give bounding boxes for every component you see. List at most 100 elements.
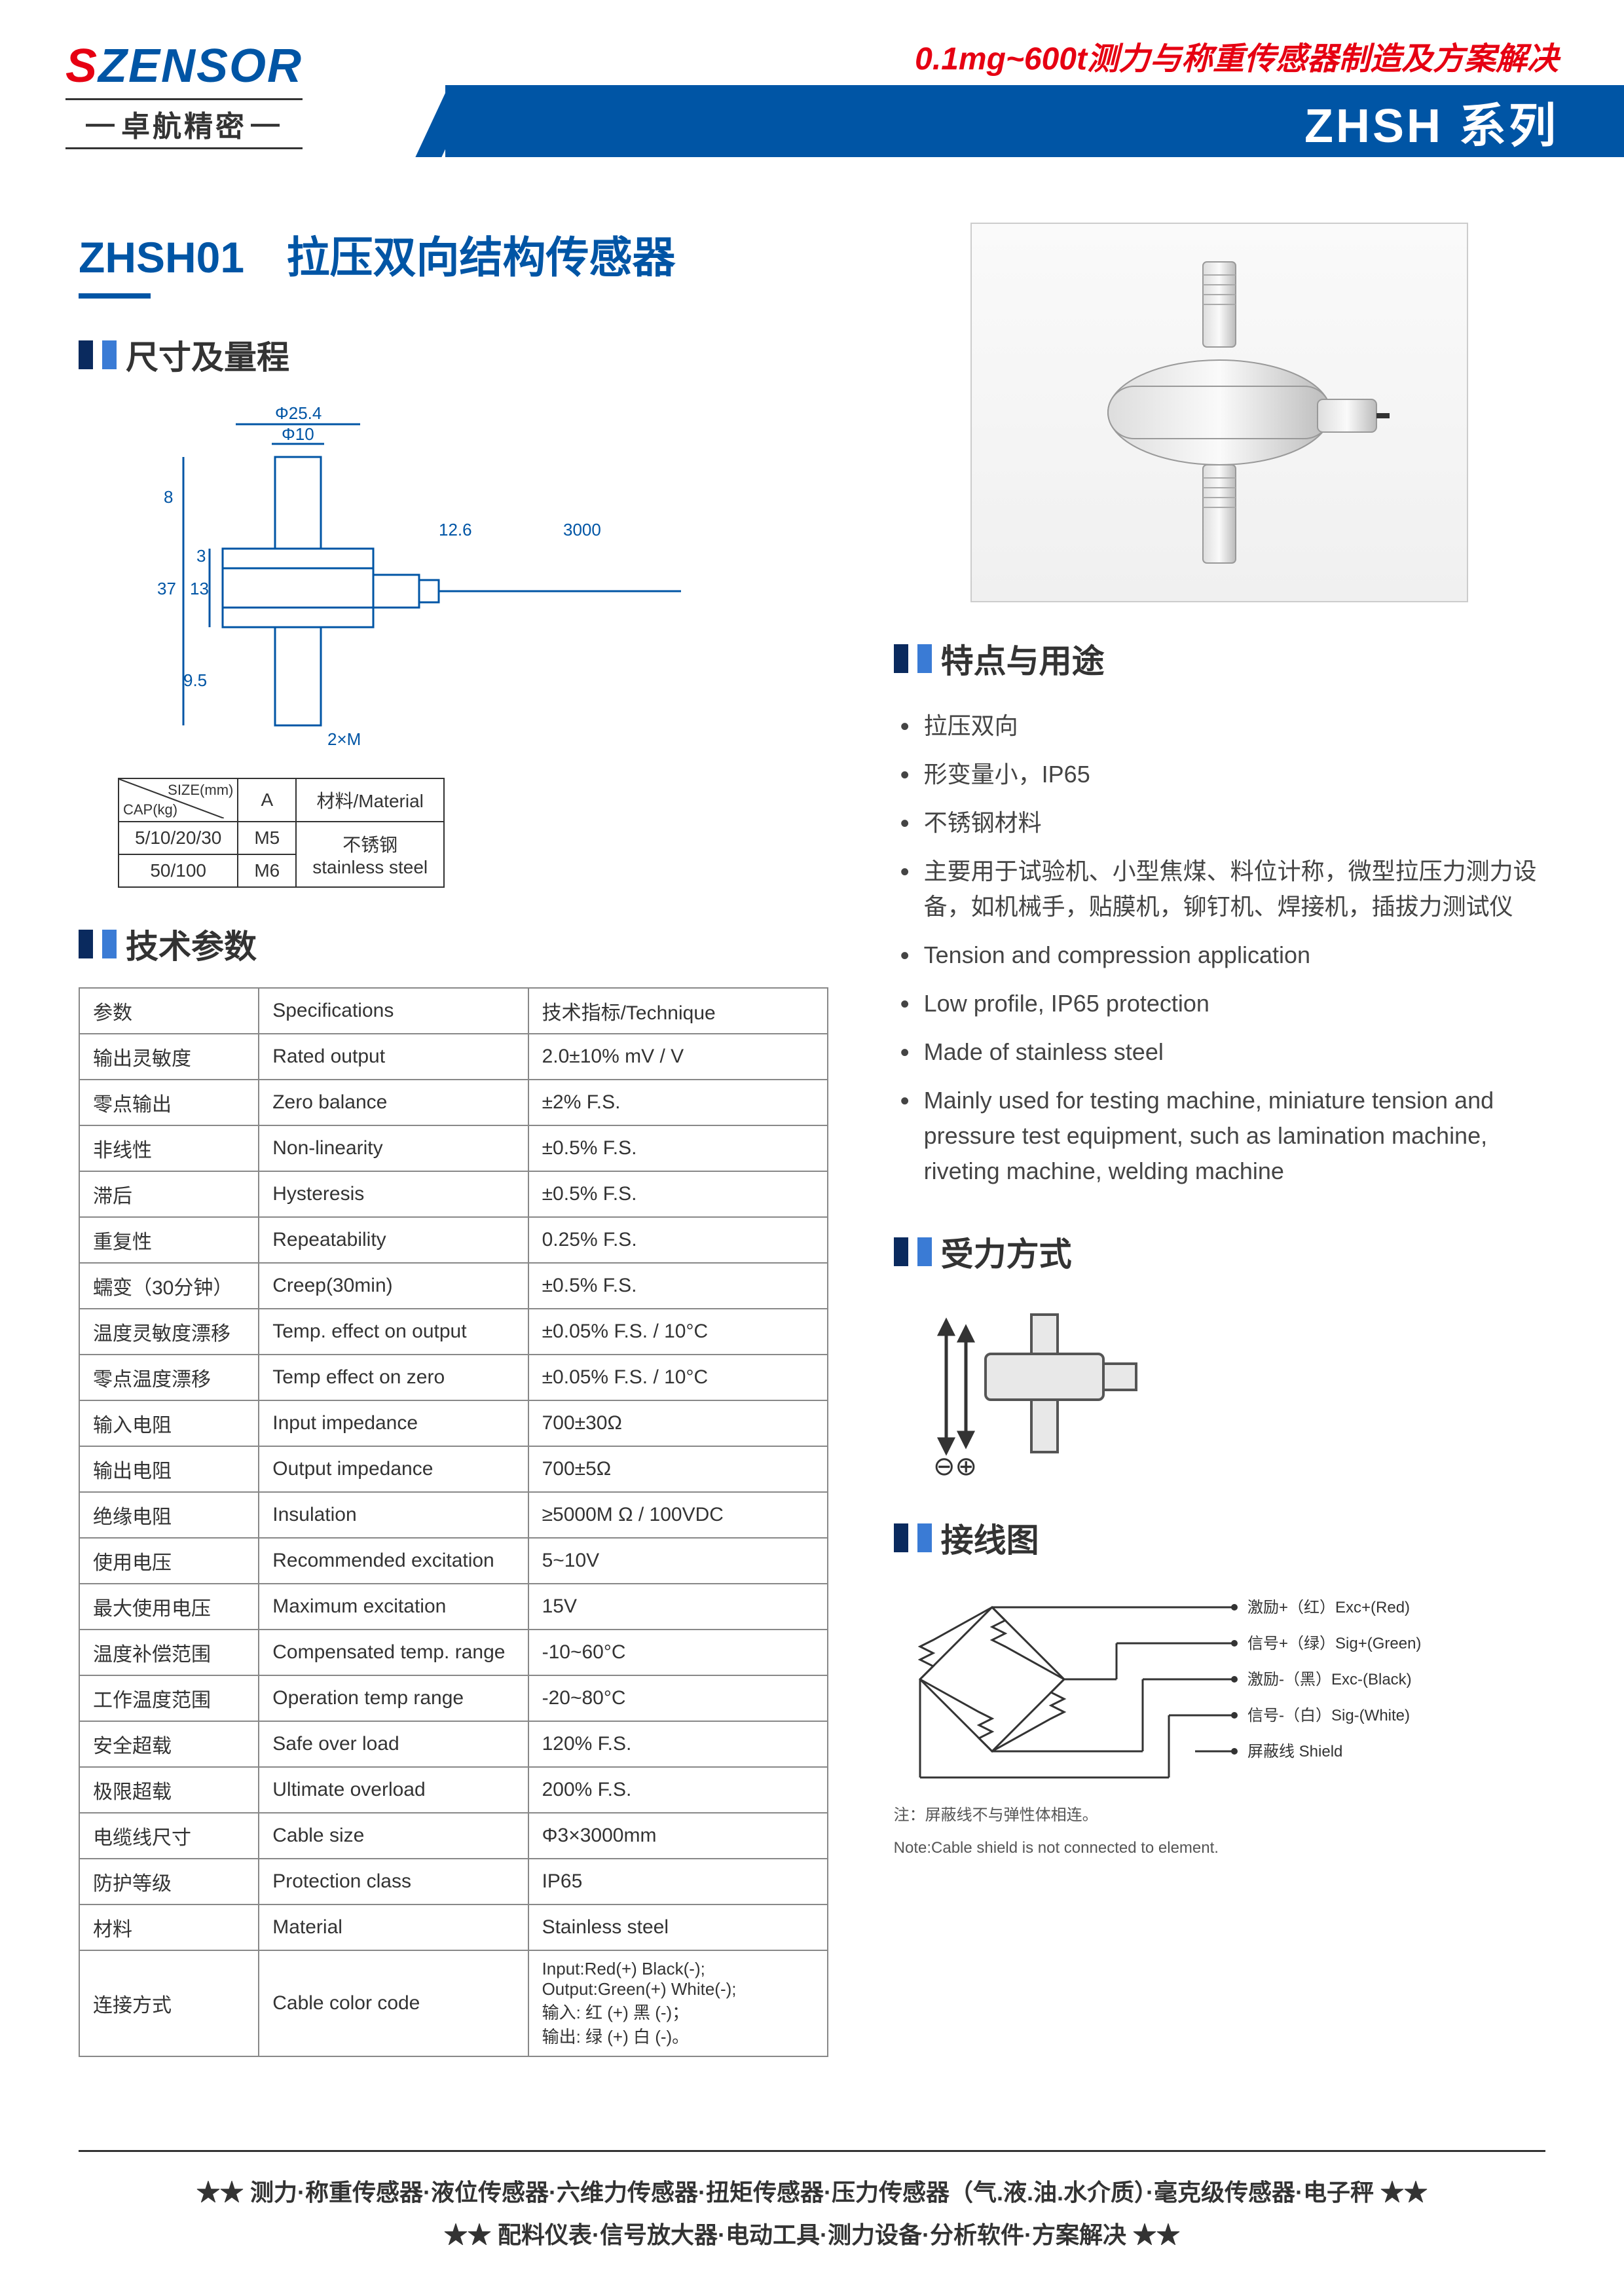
feature-3: 主要用于试验机、小型焦煤、料位计称，微型拉压力测力设备，如机械手，贴膜机，铆钉机… xyxy=(900,847,1545,931)
spec-r17c2: Φ3×3000mm xyxy=(528,1813,828,1859)
spec-r6c0: 温度灵敏度漂移 xyxy=(79,1309,259,1355)
section-dimensions-head: 尺寸及量程 xyxy=(79,331,828,378)
spec-r15c2: 120% F.S. xyxy=(528,1721,828,1767)
section-features-head: 特点与用途 xyxy=(894,635,1545,682)
spec-r5c2: ±0.5% F.S. xyxy=(528,1263,828,1309)
spec-r6c2: ±0.05% F.S. / 10°C xyxy=(528,1309,828,1355)
spec-r7c0: 零点温度漂移 xyxy=(79,1355,259,1400)
spec-head-2: 技术指标/Technique xyxy=(528,988,828,1034)
force-symbols: ⊖⊕ xyxy=(933,1452,977,1478)
spec-r13c2: -10~60°C xyxy=(528,1630,828,1675)
footer-line1: ★★ 测力·称重传感器·液位传感器·六维力传感器·扭矩传感器·压力传感器（气.液… xyxy=(79,2172,1545,2214)
tagline: 0.1mg~600t测力与称重传感器制造及方案解决 xyxy=(915,33,1559,79)
spec-r5c0: 蠕变（30分钟） xyxy=(79,1263,259,1309)
series-text: ZHSH 系列 xyxy=(1304,87,1559,156)
wiring-note1: 注：屏蔽线不与弹性体相连。 xyxy=(894,1804,1392,1827)
spec-r2c1: Non-linearity xyxy=(259,1125,528,1171)
dim-h1: 8 xyxy=(164,487,173,507)
footer-line2: ★★ 配料仪表·信号放大器·电动工具·测力设备·分析软件·方案解决 ★★ xyxy=(79,2214,1545,2257)
spec-head-1: Specifications xyxy=(259,988,528,1034)
spec-r4c0: 重复性 xyxy=(79,1217,259,1263)
spec-r0c2: 2.0±10% mV / V xyxy=(528,1034,828,1080)
dim-thread: 2×M xyxy=(327,729,361,749)
spec-r4c2: 0.25% F.S. xyxy=(528,1217,828,1263)
feature-7: Mainly used for testing machine, miniatu… xyxy=(900,1076,1545,1195)
size-h2: 材料/Material xyxy=(296,778,444,822)
spec-r2c2: ±0.5% F.S. xyxy=(528,1125,828,1171)
dim-h3: 13 xyxy=(190,579,209,598)
spec-r0c0: 输出灵敏度 xyxy=(79,1034,259,1080)
spec-r11c2: 5~10V xyxy=(528,1538,828,1584)
spec-r18c2: IP65 xyxy=(528,1859,828,1904)
spec-r16c2: 200% F.S. xyxy=(528,1767,828,1813)
logo-subtitle: 卓航精密 xyxy=(65,98,303,149)
size-material: 不锈钢 stainless steel xyxy=(296,822,444,887)
title-underline xyxy=(79,293,151,299)
feature-6: Made of stainless steel xyxy=(900,1028,1545,1076)
spec-r10c2: ≥5000M Ω / 100VDC xyxy=(528,1492,828,1538)
wiring-diagram: 激励+（红）Exc+(Red) 信号+（绿）Sig+(Green) 激励-（黑）… xyxy=(894,1581,1392,1859)
section-specs-head: 技术参数 xyxy=(79,920,828,968)
section-specs-title: 技术参数 xyxy=(126,920,257,968)
dim-l1: 12.6 xyxy=(439,520,472,539)
size-table: SIZE(mm) CAP(kg) A 材料/Material 5/10/20/3… xyxy=(118,778,445,888)
logo-rest: ZENSOR xyxy=(98,40,303,92)
size-r1c1: M6 xyxy=(238,854,296,887)
spec-r11c1: Recommended excitation xyxy=(259,1538,528,1584)
spec-r1c1: Zero balance xyxy=(259,1080,528,1125)
section-dimensions-title: 尺寸及量程 xyxy=(126,331,289,378)
spec-r10c0: 绝缘电阻 xyxy=(79,1492,259,1538)
model-name: 拉压双向结构传感器 xyxy=(287,233,676,282)
right-column: 特点与用途 拉压双向形变量小，IP65不锈钢材料主要用于试验机、小型焦煤、料位计… xyxy=(894,223,1545,2057)
section-wiring-head: 接线图 xyxy=(894,1514,1545,1561)
left-column: ZHSH01 拉压双向结构传感器 尺寸及量程 xyxy=(79,223,828,2057)
feature-5: Low profile, IP65 protection xyxy=(900,979,1545,1028)
section-features-title: 特点与用途 xyxy=(941,635,1105,682)
spec-r8c1: Input impedance xyxy=(259,1400,528,1446)
logo-s: S xyxy=(65,40,98,92)
feature-4: Tension and compression application xyxy=(900,931,1545,979)
spec-r16c1: Ultimate overload xyxy=(259,1767,528,1813)
spec-r14c0: 工作温度范围 xyxy=(79,1675,259,1721)
product-title: ZHSH01 拉压双向结构传感器 xyxy=(79,223,828,299)
spec-r9c1: Output impedance xyxy=(259,1446,528,1492)
spec-r3c2: ±0.5% F.S. xyxy=(528,1171,828,1217)
size-r0c0: 5/10/20/30 xyxy=(119,822,238,854)
spec-r9c2: 700±5Ω xyxy=(528,1446,828,1492)
feature-1: 形变量小，IP65 xyxy=(900,750,1545,799)
wire-0: 激励+（红）Exc+(Red) xyxy=(1247,1599,1410,1616)
model-code: ZHSH01 xyxy=(79,232,244,282)
spec-r9c0: 输出电阻 xyxy=(79,1446,259,1492)
dimension-drawing: Φ25.4 Φ10 8 3 13 37 9.5 12.6 3000 2×M xyxy=(105,398,727,765)
main-content: ZHSH01 拉压双向结构传感器 尺寸及量程 xyxy=(0,183,1624,2096)
spec-r7c2: ±0.05% F.S. / 10°C xyxy=(528,1355,828,1400)
spec-r5c1: Creep(30min) xyxy=(259,1263,528,1309)
spec-r14c1: Operation temp range xyxy=(259,1675,528,1721)
section-force-title: 受力方式 xyxy=(941,1228,1072,1275)
spec-table: 参数Specifications技术指标/Technique输出灵敏度Rated… xyxy=(79,987,828,2057)
feature-2: 不锈钢材料 xyxy=(900,799,1545,847)
footer: ★★ 测力·称重传感器·液位传感器·六维力传感器·扭矩传感器·压力传感器（气.液… xyxy=(79,2150,1545,2257)
spec-r2c0: 非线性 xyxy=(79,1125,259,1171)
wire-3: 信号-（白）Sig-(White) xyxy=(1247,1707,1410,1724)
wire-4: 屏蔽线 Shield xyxy=(1247,1743,1342,1760)
spec-r11c0: 使用电压 xyxy=(79,1538,259,1584)
logo-text: SZENSOR xyxy=(65,39,303,93)
spec-r18c1: Protection class xyxy=(259,1859,528,1904)
spec-r16c0: 极限超载 xyxy=(79,1767,259,1813)
spec-r10c1: Insulation xyxy=(259,1492,528,1538)
spec-r17c1: Cable size xyxy=(259,1813,528,1859)
spec-r1c2: ±2% F.S. xyxy=(528,1080,828,1125)
spec-r12c1: Maximum excitation xyxy=(259,1584,528,1630)
spec-r12c2: 15V xyxy=(528,1584,828,1630)
dim-h5: 9.5 xyxy=(183,670,207,690)
spec-r19c2: Stainless steel xyxy=(528,1904,828,1950)
size-r1c0: 50/100 xyxy=(119,854,238,887)
size-r0c1: M5 xyxy=(238,822,296,854)
spec-r13c0: 温度补偿范围 xyxy=(79,1630,259,1675)
page-header: SZENSOR 卓航精密 0.1mg~600t测力与称重传感器制造及方案解决 Z… xyxy=(0,0,1624,183)
dim-h4: 37 xyxy=(157,579,176,598)
spec-r19c1: Material xyxy=(259,1904,528,1950)
section-wiring-title: 接线图 xyxy=(941,1514,1039,1561)
spec-last-2: Input:Red(+) Black(-); Output:Green(+) W… xyxy=(528,1950,828,2056)
